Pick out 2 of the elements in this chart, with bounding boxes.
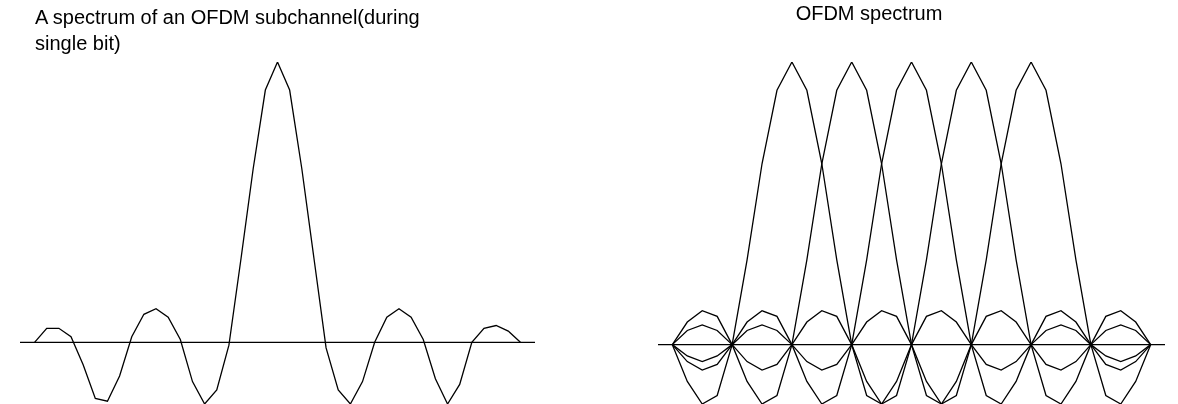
chart-title: OFDM spectrum bbox=[795, 2, 943, 25]
chart-title: A spectrum of an OFDM subchannel(during single bit) bbox=[35, 6, 420, 54]
